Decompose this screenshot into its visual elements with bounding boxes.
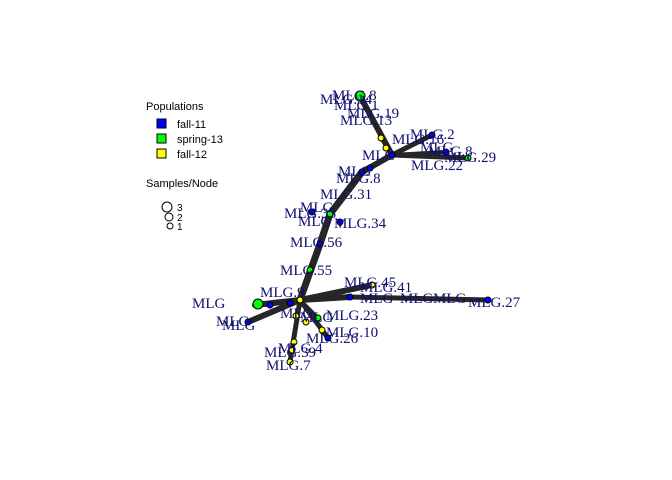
node-label-overlap: MLG bbox=[362, 148, 396, 164]
network-node bbox=[286, 299, 294, 307]
node-label: MLG.10 bbox=[326, 325, 378, 341]
node-label-overlap: MLG bbox=[420, 140, 454, 156]
network-node bbox=[244, 318, 252, 326]
legend-label-fall-12: fall-12 bbox=[177, 149, 207, 161]
node-label: MLG.41 bbox=[360, 280, 412, 296]
node-label-overlap: MLG bbox=[222, 318, 256, 334]
network-node bbox=[428, 131, 436, 139]
network-node bbox=[306, 266, 314, 274]
network-node bbox=[296, 296, 304, 304]
network-edge bbox=[390, 150, 448, 157]
network-node bbox=[302, 318, 310, 326]
legend-swatch-fall-11 bbox=[156, 118, 167, 129]
node-label: MLG.7 bbox=[266, 358, 311, 374]
node-label-overlap: MLG bbox=[400, 291, 434, 307]
node-label-overlap: MLG bbox=[280, 306, 314, 322]
size-key-3 bbox=[161, 201, 173, 213]
node-label: MLG.27 bbox=[468, 295, 521, 311]
node-label: MLG.8 bbox=[332, 88, 377, 104]
node-label: MLG.19 bbox=[347, 106, 399, 122]
network-edge bbox=[298, 298, 320, 320]
size-key-2-label: 2 bbox=[177, 213, 183, 224]
network-edge bbox=[297, 294, 353, 303]
node-label: MLG.31 bbox=[320, 187, 372, 203]
node-layer bbox=[244, 90, 492, 366]
network-node bbox=[252, 298, 264, 310]
node-label: MLG.23 bbox=[326, 308, 378, 324]
network-node bbox=[308, 208, 316, 216]
node-label: MLG.26 bbox=[306, 331, 359, 347]
populations-legend: Populations fall-11 spring-13 fall-12 bbox=[146, 101, 223, 161]
network-node bbox=[358, 168, 366, 176]
node-label: MLG.8 bbox=[428, 144, 473, 160]
node-label: MLG.2 bbox=[410, 127, 455, 143]
node-label: MLG.9 bbox=[260, 285, 305, 301]
network-node bbox=[484, 296, 492, 304]
node-label: MLG.14 bbox=[320, 92, 373, 108]
network-node bbox=[377, 134, 385, 142]
network-node bbox=[382, 144, 390, 152]
node-label-overlap: MLG bbox=[300, 310, 334, 326]
size-key-1 bbox=[166, 222, 174, 230]
legend-label-fall-11: fall-11 bbox=[177, 119, 206, 131]
network-node bbox=[442, 148, 450, 156]
network-node bbox=[286, 358, 294, 366]
size-key-1-label: 1 bbox=[177, 222, 183, 233]
network-node bbox=[464, 154, 472, 162]
network-node bbox=[368, 281, 376, 289]
node-label-overlap: MLG bbox=[360, 291, 394, 307]
node-label: MLG.4 bbox=[278, 341, 323, 357]
node-label-overlap: MLG bbox=[298, 214, 332, 230]
network-node bbox=[266, 301, 274, 309]
network-node bbox=[288, 346, 296, 354]
size-key-2 bbox=[164, 212, 174, 222]
network-node bbox=[366, 164, 374, 172]
network-node bbox=[336, 218, 344, 226]
node-label: MLG.39 bbox=[264, 345, 316, 361]
legend-label-spring-13: spring-13 bbox=[177, 134, 223, 146]
network-node bbox=[388, 151, 396, 159]
node-label: MLG.1 bbox=[334, 98, 379, 114]
network-node bbox=[326, 210, 334, 218]
network-edge bbox=[326, 168, 366, 218]
network-node bbox=[346, 293, 354, 301]
node-label: MLG.45 bbox=[344, 275, 396, 291]
network-edge bbox=[316, 210, 334, 248]
network-node bbox=[316, 240, 324, 248]
node-label: MLG.22 bbox=[411, 158, 463, 174]
network-node bbox=[318, 326, 326, 334]
size-key-3-label: 3 bbox=[177, 203, 183, 214]
populations-legend-title: Populations bbox=[146, 101, 204, 113]
samples-per-node-legend: Samples/Node 3 2 1 bbox=[146, 178, 218, 233]
node-label-overlap: MLG bbox=[300, 200, 334, 216]
node-label: MLG.29 bbox=[444, 150, 496, 166]
network-node bbox=[314, 314, 322, 322]
network-node bbox=[290, 338, 298, 346]
network-edge bbox=[298, 268, 312, 302]
node-label: MLG.56 bbox=[290, 235, 343, 251]
network-node bbox=[292, 312, 300, 320]
node-label-overlap: MLG bbox=[433, 291, 467, 307]
node-label-overlap: MLG bbox=[338, 164, 372, 180]
node-label: MLG.34 bbox=[334, 216, 387, 232]
legend-swatch-spring-13 bbox=[156, 133, 167, 144]
network-edge bbox=[389, 132, 435, 158]
node-label-overlap: MLG bbox=[216, 314, 250, 330]
node-label: MLG.55 bbox=[280, 263, 332, 279]
network-node bbox=[354, 90, 366, 102]
node-label: MLG.16 bbox=[392, 132, 445, 148]
legend-swatch-fall-12 bbox=[156, 148, 167, 159]
samples-per-node-title: Samples/Node bbox=[146, 178, 218, 190]
network-edge bbox=[347, 294, 491, 303]
node-label: MLG.13 bbox=[340, 113, 392, 129]
network-node bbox=[324, 334, 332, 342]
node-label: MLG.8 bbox=[336, 171, 381, 187]
node-label: MLG.33 bbox=[284, 206, 336, 222]
node-label-overlap: MLG bbox=[192, 296, 226, 312]
label-layer: MLG.14 MLG.8 MLG.1 MLG.19 MLG.13 MLG.2 M… bbox=[192, 88, 521, 374]
